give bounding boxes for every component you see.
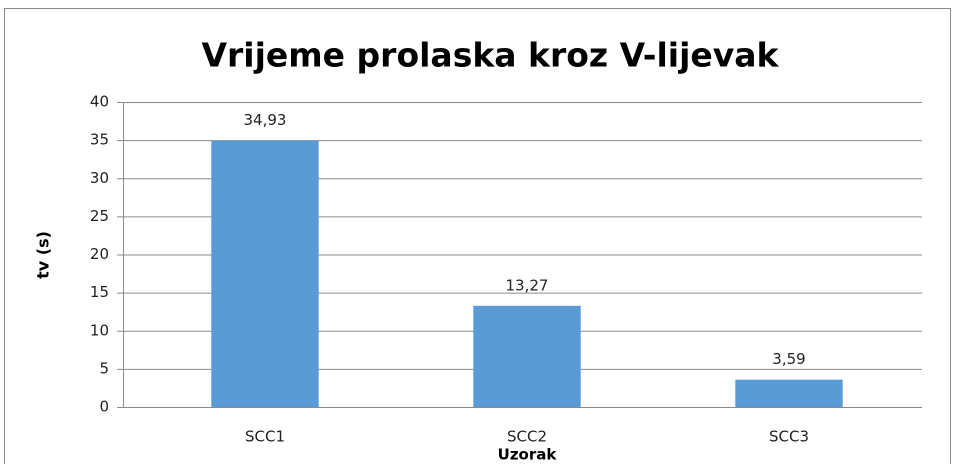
bar xyxy=(473,305,581,407)
x-tick-label: SCC1 xyxy=(245,428,285,446)
bar xyxy=(735,379,843,407)
y-tick-label: 30 xyxy=(90,169,109,187)
y-tick-label: 0 xyxy=(99,398,109,416)
y-tick-label: 25 xyxy=(90,207,109,225)
y-tick-label: 40 xyxy=(90,93,109,111)
x-tick-label: SCC3 xyxy=(769,428,809,446)
data-label: 3,59 xyxy=(772,350,805,368)
data-label: 13,27 xyxy=(506,276,549,294)
x-axis-label: Uzorak xyxy=(498,446,558,464)
y-tick-label: 20 xyxy=(90,245,109,263)
data-label: 34,93 xyxy=(244,111,287,129)
y-tick-label: 10 xyxy=(90,321,109,339)
bar xyxy=(211,140,319,407)
y-tick-label: 5 xyxy=(99,359,109,377)
y-tick-label: 15 xyxy=(90,283,109,301)
y-axis-label: tv (s) xyxy=(34,231,53,279)
x-tick-label: SCC2 xyxy=(507,428,547,446)
chart-title: Vrijeme prolaska kroz V-lijevak xyxy=(201,36,779,75)
y-tick-label: 35 xyxy=(90,131,109,149)
